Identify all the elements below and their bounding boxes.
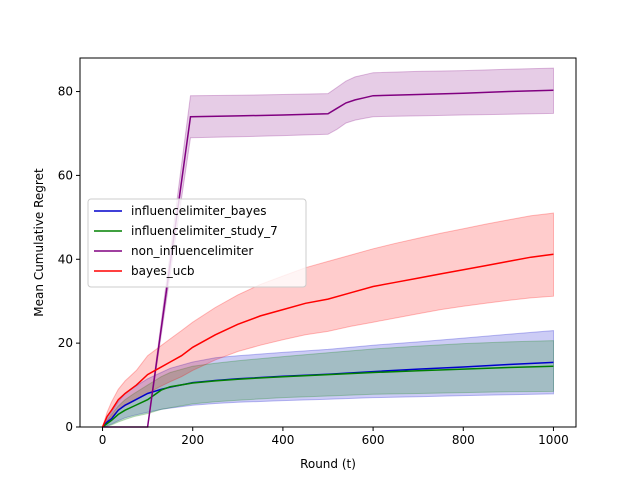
non-influencelimiter-line — [102, 89, 554, 428]
x-tick-label: 800 — [452, 433, 475, 447]
x-tick-label: 0 — [99, 433, 107, 447]
x-tick-label: 400 — [271, 433, 294, 447]
legend-label-non-influencelimiter: non_influencelimiter — [131, 244, 253, 258]
y-tick-label: 60 — [58, 168, 73, 182]
legend-label-influencelimiter-study-7: influencelimiter_study_7 — [131, 224, 278, 238]
legend-label-influencelimiter-bayes: influencelimiter_bayes — [131, 204, 267, 218]
x-tick-label: 600 — [362, 433, 385, 447]
legend-box — [87, 198, 307, 288]
y-tick-label: 80 — [58, 85, 73, 99]
series-lines — [101, 89, 554, 428]
x-tick-label: 200 — [181, 433, 204, 447]
legend: influencelimiter_bayes influencelimiter_s… — [87, 198, 307, 288]
bayes-ucb-line — [101, 253, 554, 428]
plot-area-frame — [79, 57, 577, 428]
y-tick-label: 20 — [58, 336, 73, 350]
y-axis-label: Mean Cumulative Regret — [32, 168, 46, 317]
y-tick-label: 40 — [58, 252, 73, 266]
influencelimiter-study-7-line — [102, 365, 554, 428]
y-tick-label: 0 — [65, 420, 73, 434]
y-axis-ticks: 0 20 40 60 80 — [58, 85, 80, 434]
x-tick-label: 1000 — [538, 433, 569, 447]
legend-label-bayes-ucb: bayes_ucb — [131, 264, 195, 278]
x-axis-label: Round (t) — [300, 457, 356, 471]
x-axis-ticks: 0 200 400 600 800 1000 — [99, 427, 569, 447]
